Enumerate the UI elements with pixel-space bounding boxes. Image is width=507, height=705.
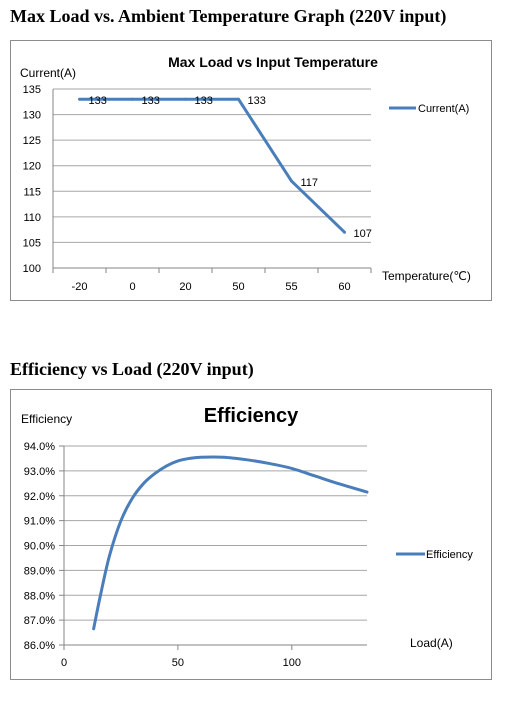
series-line-efficiency (94, 457, 367, 629)
heading-max-load: Max Load vs. Ambient Temperature Graph (… (10, 6, 446, 27)
y-tick-label: 120 (23, 161, 41, 173)
data-label: 133 (195, 95, 213, 107)
data-point (237, 98, 240, 101)
x-axis-label: Load(A) (410, 636, 453, 650)
data-label: 107 (354, 228, 372, 240)
data-label: 133 (142, 95, 160, 107)
y-tick-label: 115 (23, 186, 41, 198)
data-point (290, 180, 293, 183)
y-tick-label: 125 (23, 135, 41, 147)
x-tick-label: 0 (61, 657, 67, 669)
x-tick-label: -20 (72, 281, 88, 293)
y-tick-label: 90.0% (24, 541, 55, 553)
y-tick-label: 135 (23, 84, 41, 96)
y-tick-label: 87.0% (24, 615, 55, 627)
y-tick-label: 110 (23, 212, 41, 224)
y-tick-label: 86.0% (24, 640, 55, 652)
x-tick-label: 0 (129, 281, 135, 293)
data-label: 133 (89, 95, 107, 107)
y-tick-label: 91.0% (24, 516, 55, 528)
y-axis-label: Efficiency (21, 412, 72, 426)
data-label: 133 (248, 95, 266, 107)
chart-panel-efficiency: Efficiency Efficiency 86.0% 87.0% 88.0% 89.0%… (10, 389, 492, 680)
data-point (131, 98, 134, 101)
x-tick-label: 50 (232, 281, 244, 293)
x-tick-label: 55 (285, 281, 297, 293)
y-tick-label: 130 (23, 110, 41, 122)
max-load-chart: Max Load vs Input Temperature Current(A) 1… (11, 41, 491, 300)
chart-title: Max Load vs Input Temperature (168, 54, 378, 70)
y-tick-label: 88.0% (24, 590, 55, 602)
x-tick-label: 100 (283, 657, 301, 669)
y-axis-label: Current(A) (20, 66, 76, 80)
y-tick-label: 92.0% (24, 491, 55, 503)
y-tick-label: 93.0% (24, 466, 55, 478)
data-point (184, 98, 187, 101)
chart-panel-max-load: Max Load vs Input Temperature Current(A) 1… (10, 40, 492, 301)
x-tick-label: 20 (179, 281, 191, 293)
efficiency-chart: Efficiency Efficiency 86.0% 87.0% 88.0% 89.0%… (11, 390, 491, 679)
legend-label: Current(A) (418, 103, 469, 115)
heading-efficiency: Efficiency vs Load (220V input) (10, 359, 254, 380)
data-label: 117 (301, 177, 319, 189)
legend-label: Efficiency (426, 549, 473, 561)
y-tick-label: 89.0% (24, 565, 55, 577)
y-tick-label: 100 (23, 263, 41, 275)
x-axis-label: Temperature(℃) (382, 269, 471, 283)
x-tick-label: 60 (338, 281, 350, 293)
y-tick-label: 94.0% (24, 441, 55, 453)
y-tick-label: 105 (23, 237, 41, 249)
data-point (343, 231, 346, 234)
chart-title: Efficiency (204, 405, 299, 427)
x-tick-label: 50 (172, 657, 184, 669)
data-point (78, 98, 81, 101)
